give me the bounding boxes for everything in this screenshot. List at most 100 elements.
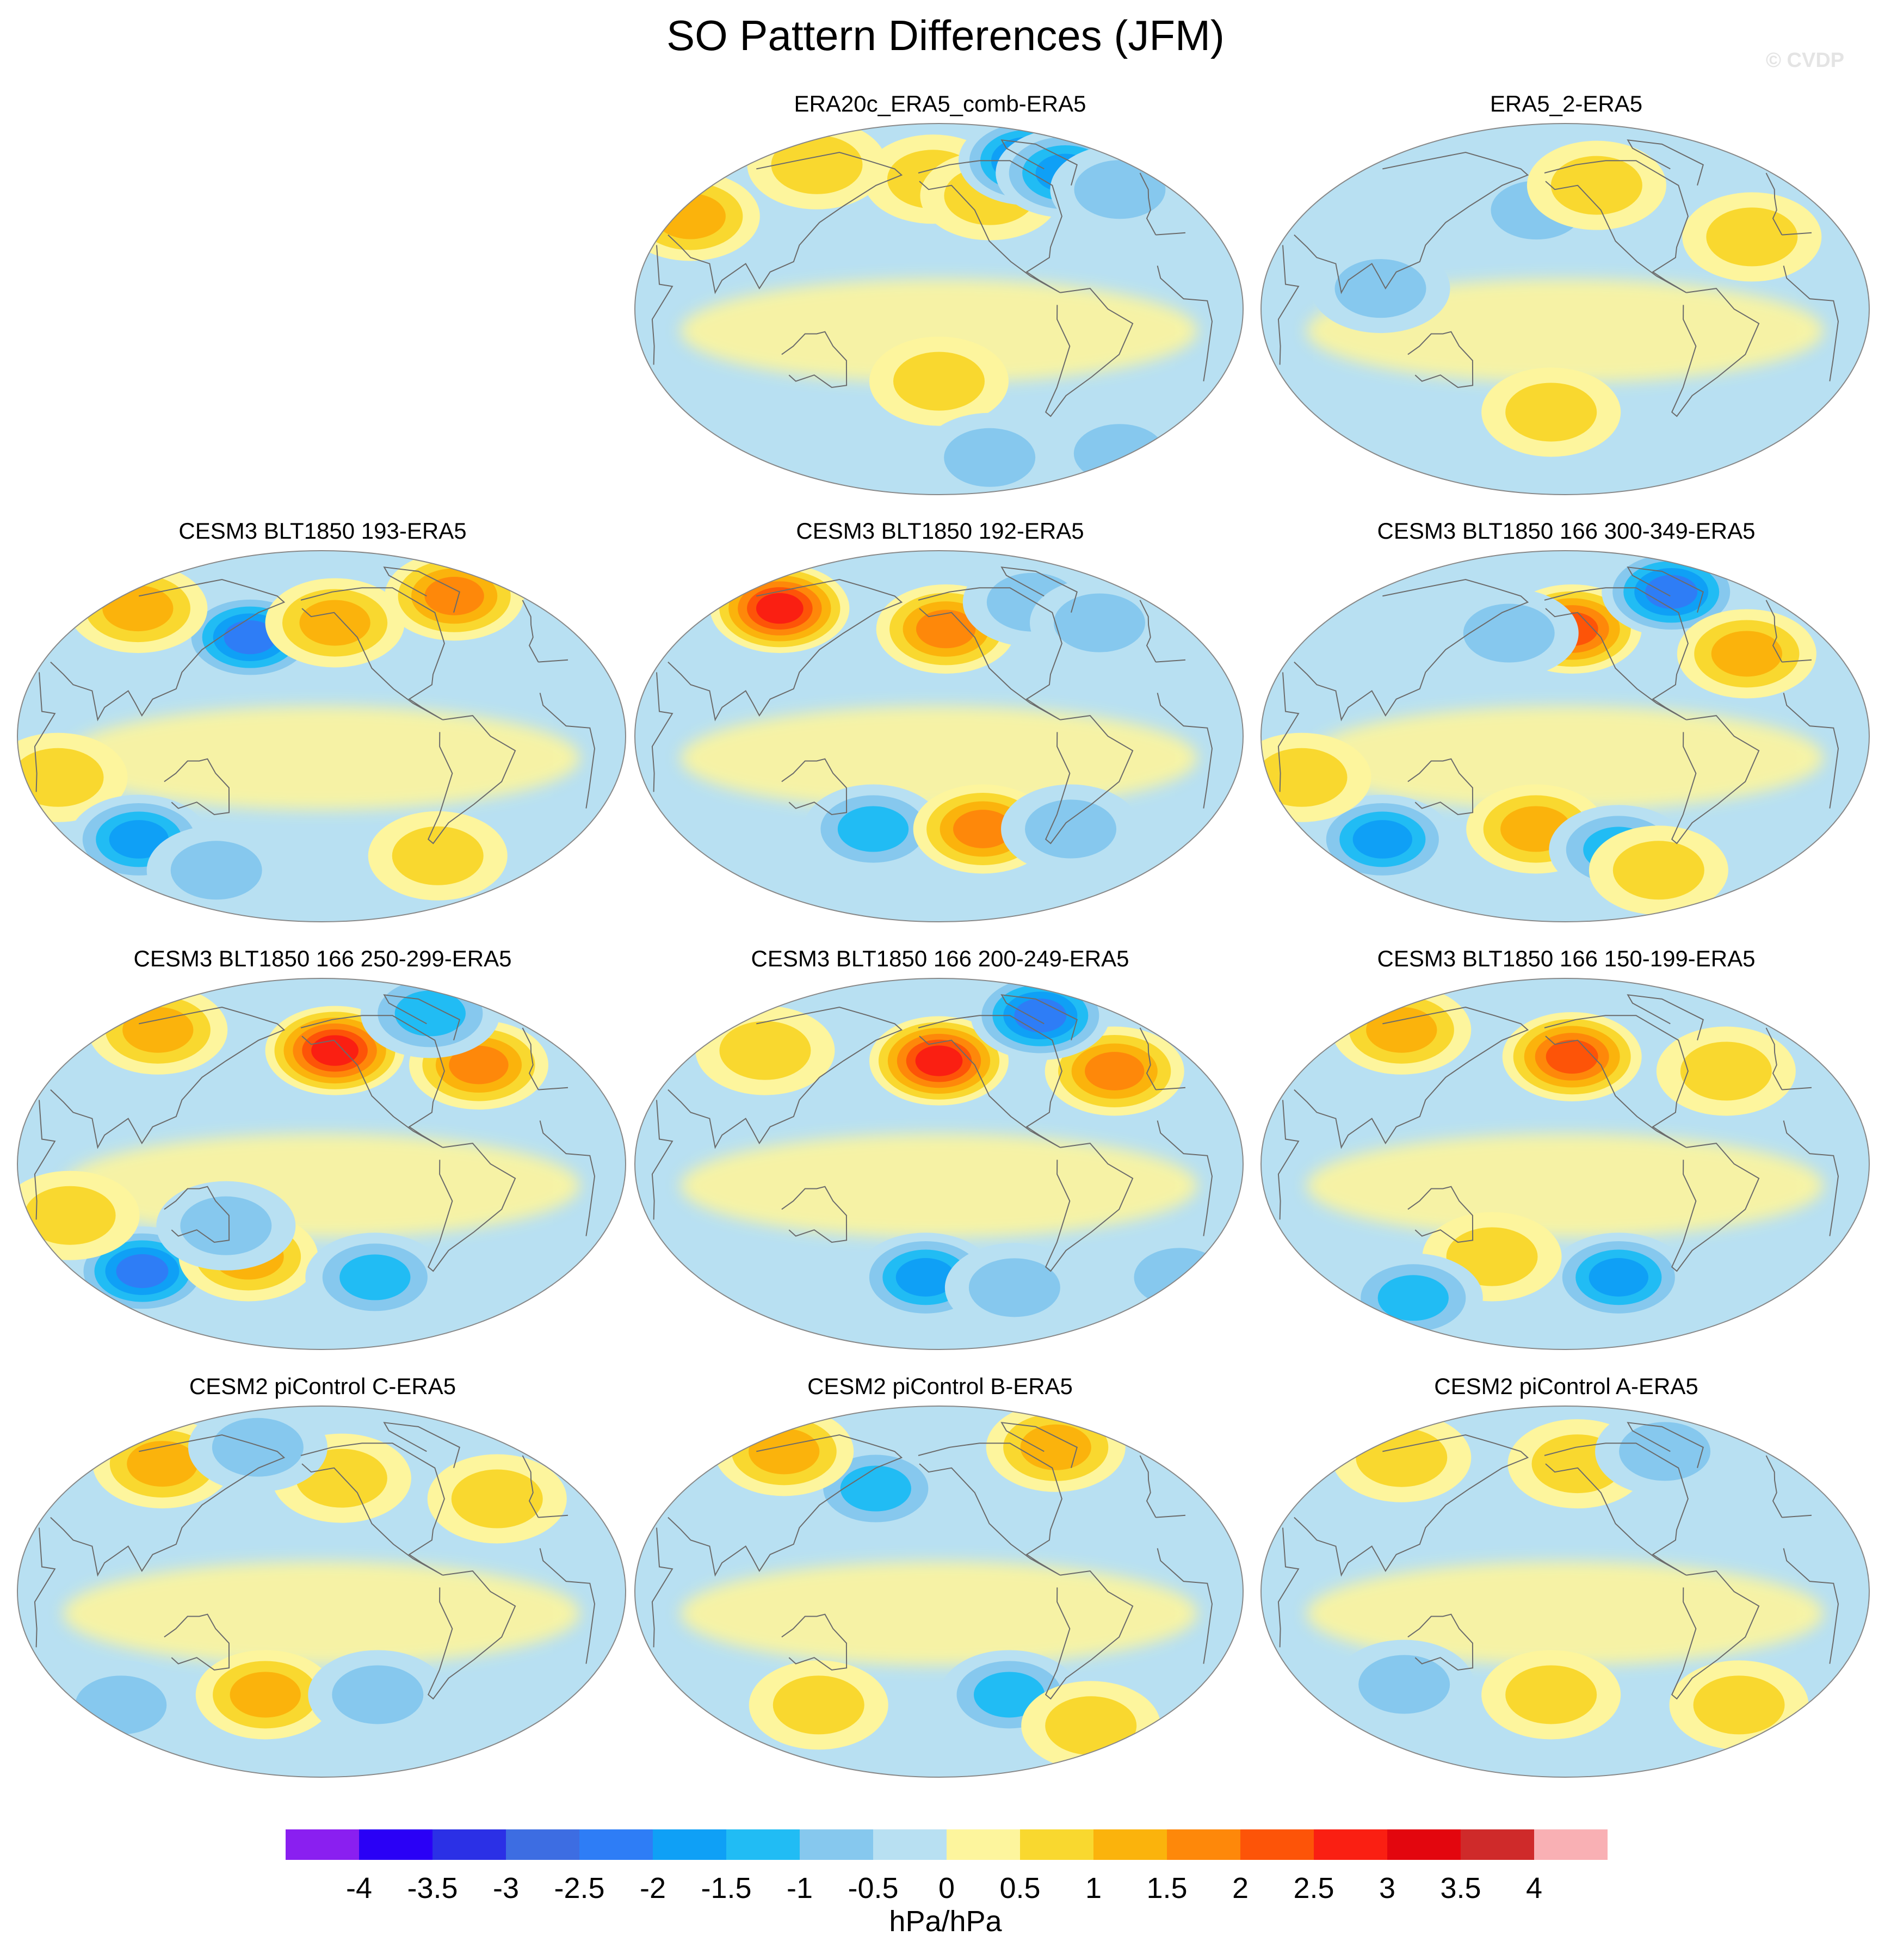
contour-level: [654, 193, 726, 239]
anomaly-center: [714, 1407, 854, 1496]
anomaly-center: [1021, 1681, 1161, 1771]
map-panel: CESM3 BLT1850 166 300-349-ERA5: [1259, 517, 1874, 947]
contour-level: [1505, 383, 1597, 442]
contour-level: [1589, 1258, 1648, 1297]
anomaly-center: [265, 578, 405, 668]
contour-level: [1706, 207, 1798, 267]
contour-level: [127, 1441, 198, 1487]
contour-level: [1085, 1052, 1145, 1090]
anomaly-center: [305, 1232, 445, 1322]
colorbar-swatch: [1240, 1829, 1314, 1860]
anomaly-center: [1311, 244, 1450, 334]
coastline: [651, 1087, 1213, 1236]
contour-level: [1680, 1041, 1772, 1101]
contour-level: [75, 1675, 167, 1735]
contour-level: [1645, 575, 1698, 609]
positive-band: [1306, 1561, 1824, 1666]
contour-level: [1025, 799, 1117, 859]
contour-level: [1366, 1007, 1437, 1053]
colorbar-swatch: [1020, 1829, 1094, 1860]
coastline: [1627, 139, 1704, 186]
anomaly-center: [156, 1181, 296, 1271]
anomaly-map: [1260, 123, 1870, 495]
coastline: [1277, 659, 1839, 809]
colorbar: [286, 1829, 1608, 1860]
contour-level: [1505, 1665, 1597, 1724]
positive-band: [63, 1561, 580, 1666]
colorbar-tick-label: 0: [938, 1872, 955, 1904]
coastline: [427, 1570, 516, 1700]
coastline: [1544, 587, 1689, 720]
coastline: [1277, 1087, 1839, 1236]
anomaly-center: [1527, 140, 1666, 230]
coastline: [300, 1015, 445, 1148]
anomaly-map: [17, 1406, 626, 1778]
map-panel: CESM2 piControl C-ERA5: [15, 1372, 630, 1802]
contour-level: [116, 1254, 169, 1289]
anomaly-center: [803, 784, 943, 874]
map-border: [1260, 123, 1870, 495]
coastline: [300, 1443, 445, 1576]
contour-level: [224, 620, 276, 655]
contour-level: [1334, 259, 1426, 318]
coastline: [383, 566, 460, 613]
colorbar-swatch: [1534, 1829, 1608, 1860]
contour-level: [1014, 999, 1067, 1033]
contour-level: [424, 577, 484, 615]
contour-level: [1356, 1428, 1448, 1487]
coastline: [1000, 566, 1078, 613]
anomaly-center: [1313, 794, 1453, 884]
contour-level: [1619, 1422, 1711, 1481]
colorbar-swatch: [506, 1829, 580, 1860]
colorbar-tick-label: -1: [786, 1872, 813, 1904]
anomaly-map: [634, 1406, 1244, 1778]
coastline: [1407, 1613, 1474, 1671]
positive-band: [63, 1133, 580, 1238]
coastline: [1277, 232, 1839, 381]
anomaly-map: [1260, 1406, 1870, 1778]
contour-level: [212, 1417, 304, 1477]
map-border: [1260, 550, 1870, 922]
contour-level: [449, 1045, 509, 1084]
colorbar-swatch: [432, 1829, 506, 1860]
anomaly-map: [634, 550, 1244, 922]
anomaly-center: [1502, 1012, 1642, 1101]
coastline: [781, 1186, 848, 1243]
coastline: [383, 994, 460, 1040]
anomaly-center: [1332, 1413, 1472, 1502]
panel-title: CESM3 BLT1850 193-ERA5: [178, 518, 467, 544]
anomaly-center: [68, 564, 208, 654]
map-panel: ERA5_2-ERA5: [1259, 90, 1874, 520]
figure-title: SO Pattern Differences (JFM): [666, 11, 1225, 59]
contour-level: [1045, 1696, 1137, 1755]
positive-band: [680, 1133, 1198, 1238]
positive-band: [680, 706, 1198, 810]
positive-band: [1306, 706, 1824, 810]
contour-level: [968, 1258, 1060, 1317]
contour-level: [915, 1045, 963, 1076]
contour-level: [102, 585, 174, 632]
map-panel: CESM3 BLT1850 166 250-299-ERA5: [15, 945, 630, 1375]
anomaly-center: [747, 124, 887, 209]
anomaly-center: [308, 1650, 448, 1740]
contour-level: [1693, 1675, 1785, 1735]
anomaly-center: [427, 1454, 567, 1544]
contour-level: [339, 1254, 411, 1300]
colorbar-swatch: [1167, 1829, 1241, 1860]
colorbar-swatch: [726, 1829, 800, 1860]
coastline: [34, 659, 596, 809]
coastline: [1045, 1143, 1134, 1272]
positive-band: [63, 706, 580, 810]
map-panel: CESM2 piControl A-ERA5: [1259, 1372, 1874, 1802]
contour-level: [1546, 1039, 1598, 1074]
panel-title: ERA5_2-ERA5: [1490, 91, 1643, 116]
colorbar-tick-label: -0.5: [848, 1872, 899, 1904]
coastline: [1627, 566, 1704, 613]
colorbar-swatch: [1314, 1829, 1388, 1860]
colorbar-swatch: [286, 1829, 360, 1860]
coastline: [427, 1143, 516, 1272]
coastline: [1544, 160, 1689, 293]
coastline: [1277, 1514, 1839, 1664]
coastline: [300, 587, 445, 720]
colorbar-swatch: [579, 1829, 653, 1860]
